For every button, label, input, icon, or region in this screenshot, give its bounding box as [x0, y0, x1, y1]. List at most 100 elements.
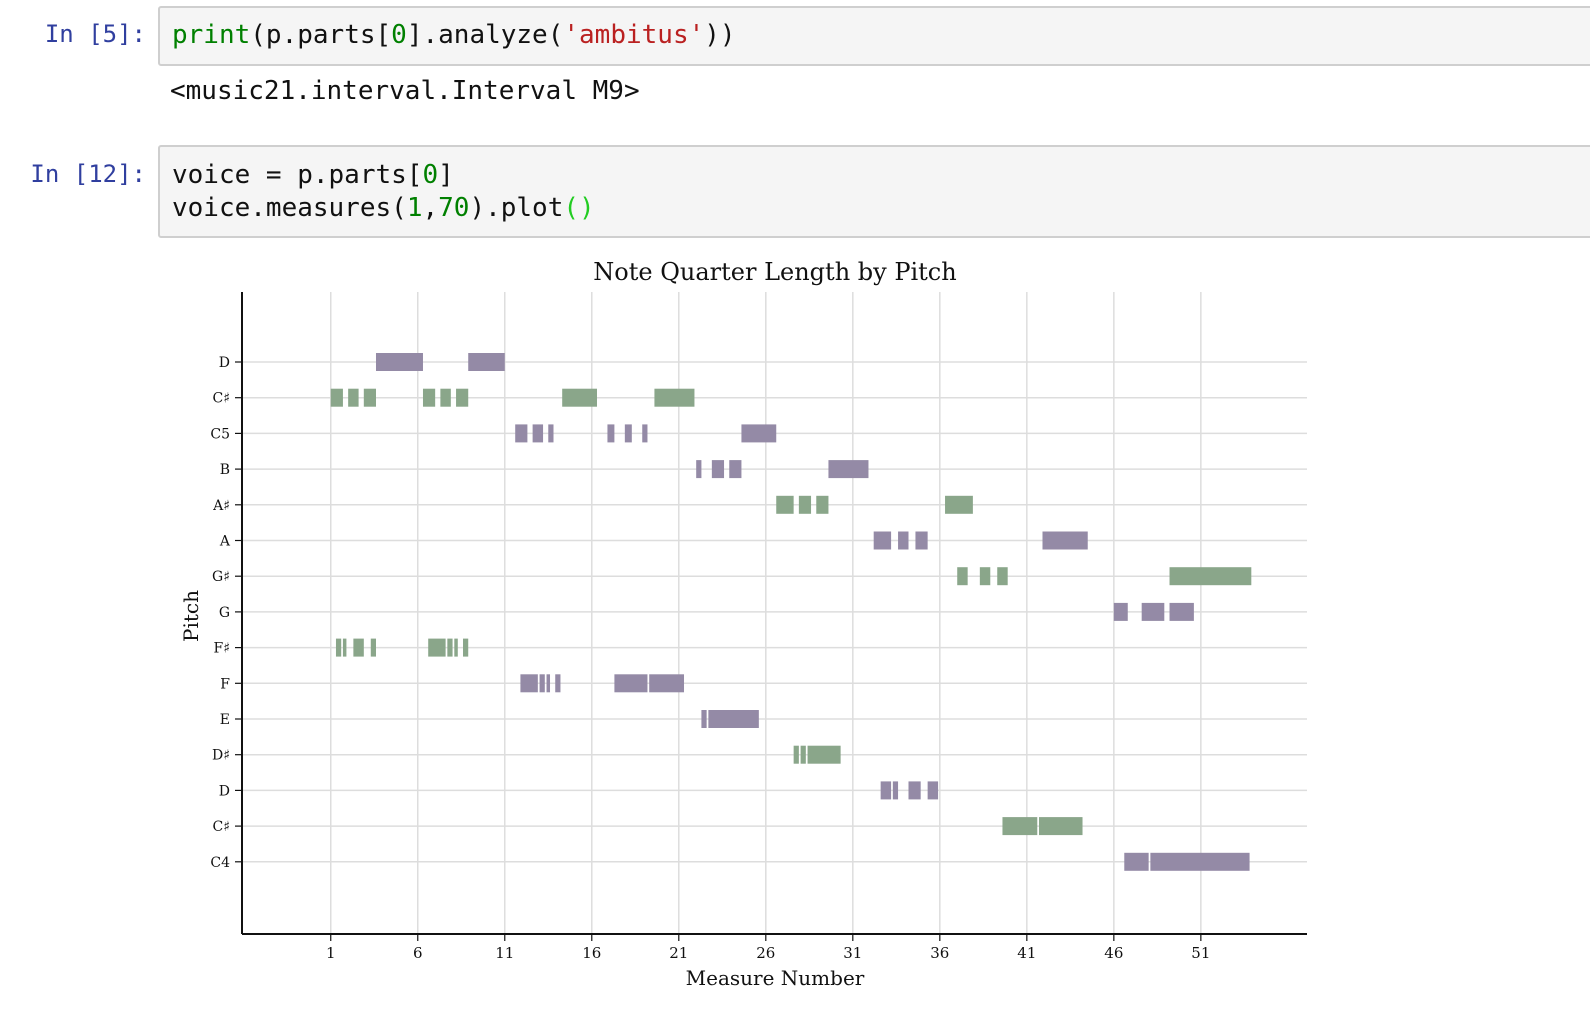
x-tick-label: 41 [1017, 944, 1036, 962]
note-bar [1042, 531, 1088, 550]
note-bar [642, 424, 648, 443]
note-bar [1169, 567, 1252, 586]
note-bar [957, 567, 968, 586]
note-bar [422, 388, 436, 407]
note-bar [776, 495, 794, 514]
y-tick-label: G♯ [212, 569, 230, 585]
note-bar [798, 495, 812, 514]
note-bar [997, 567, 1008, 586]
x-tick-label: 21 [669, 944, 688, 962]
chart-title: Note Quarter Length by Pitch [593, 258, 956, 286]
code-token: print [172, 20, 251, 50]
x-tick-label: 51 [1191, 944, 1210, 962]
note-bar [520, 674, 538, 693]
note-bar [447, 638, 453, 657]
y-tick-label: G [219, 605, 230, 621]
note-bar [335, 638, 342, 657]
note-bar [515, 424, 528, 443]
code-line: voice = p.parts[0] [172, 160, 454, 190]
code-token: ].analyze( [406, 20, 564, 50]
y-tick-label: D♯ [212, 748, 230, 764]
note-bar [330, 388, 343, 407]
note-bars [330, 353, 1252, 871]
code-token: 1 [406, 193, 423, 223]
code-token: 70 [438, 193, 470, 223]
note-bar [370, 638, 376, 657]
note-bar [711, 460, 725, 479]
pitch-plot: Note Quarter Length by Pitch Measure Num… [179, 258, 1307, 990]
note-bar [915, 531, 928, 550]
note-bar [555, 674, 561, 693]
note-bar [614, 674, 648, 693]
code-line: print(p.parts[0].analyze('ambitus')) [172, 20, 736, 50]
note-bar [880, 781, 892, 800]
note-bar [696, 460, 702, 479]
note-bar [927, 781, 939, 800]
note-bar [1002, 817, 1038, 836]
x-tick-label: 11 [495, 944, 514, 962]
code-token: () [563, 193, 595, 223]
note-bar [701, 710, 707, 728]
y-tick-label: F [220, 676, 230, 692]
note-bar [562, 388, 597, 407]
code-token: (p.parts[ [250, 20, 392, 50]
y-tick-label: D [219, 783, 230, 799]
note-bar [624, 424, 632, 443]
y-tick-label: A [219, 534, 231, 550]
code-token: ).plot [469, 193, 564, 223]
cell-prompt: In [12]: [30, 160, 146, 188]
note-bar [375, 353, 423, 371]
x-tick-label: 31 [843, 944, 862, 962]
y-tick-label: C♯ [213, 391, 231, 407]
x-axis-label: Measure Number [686, 966, 865, 990]
y-tick-label: F♯ [214, 641, 231, 657]
code-token: 'ambitus' [563, 20, 705, 50]
cell-output: <music21.interval.Interval M9> [170, 76, 640, 106]
note-bar [873, 531, 892, 550]
note-bar [654, 388, 695, 407]
note-bar [1113, 602, 1128, 621]
x-tick-label: 6 [413, 944, 423, 962]
note-bar [807, 745, 841, 764]
x-tick-label: 1 [326, 944, 336, 962]
note-bar [979, 567, 991, 586]
code-token: voice.measures( [172, 193, 407, 223]
note-bar [816, 495, 829, 514]
note-bar [828, 460, 869, 479]
code-line: voice.measures(1,70).plot() [172, 193, 595, 223]
note-bar [1169, 602, 1194, 621]
note-bar [945, 495, 973, 514]
y-axis-label: Pitch [179, 590, 203, 642]
y-tick-label: E [220, 712, 230, 728]
note-bar [793, 745, 799, 764]
note-bar [892, 781, 899, 800]
note-bar [1124, 852, 1149, 871]
code-input-cell[interactable]: print(p.parts[0].analyze('ambitus')) [158, 6, 1590, 66]
note-bar [546, 674, 551, 693]
x-tick-label: 46 [1104, 944, 1123, 962]
note-bar [468, 353, 505, 371]
note-bar [539, 674, 545, 693]
x-tick-label: 16 [582, 944, 601, 962]
cell-prompt: In [5]: [44, 20, 146, 48]
code-token: ] [438, 160, 454, 190]
note-bar [729, 460, 742, 479]
y-tick-label: C♯ [213, 819, 231, 835]
note-bar [649, 674, 685, 693]
code-token: 0 [391, 20, 407, 50]
note-bar [348, 388, 359, 407]
note-bar [440, 388, 451, 407]
note-bar [342, 638, 347, 657]
note-bar [428, 638, 446, 657]
code-token: , [422, 193, 439, 223]
code-token: )) [704, 20, 736, 50]
note-bar [741, 424, 777, 443]
note-bar [532, 424, 544, 443]
note-bar [708, 710, 759, 728]
code-token: 0 [422, 160, 439, 190]
note-bar [898, 531, 909, 550]
code-input-cell[interactable]: voice = p.parts[0] voice.measures(1,70).… [158, 145, 1590, 238]
note-bar [607, 424, 615, 443]
y-tick-label: C4 [210, 855, 230, 871]
